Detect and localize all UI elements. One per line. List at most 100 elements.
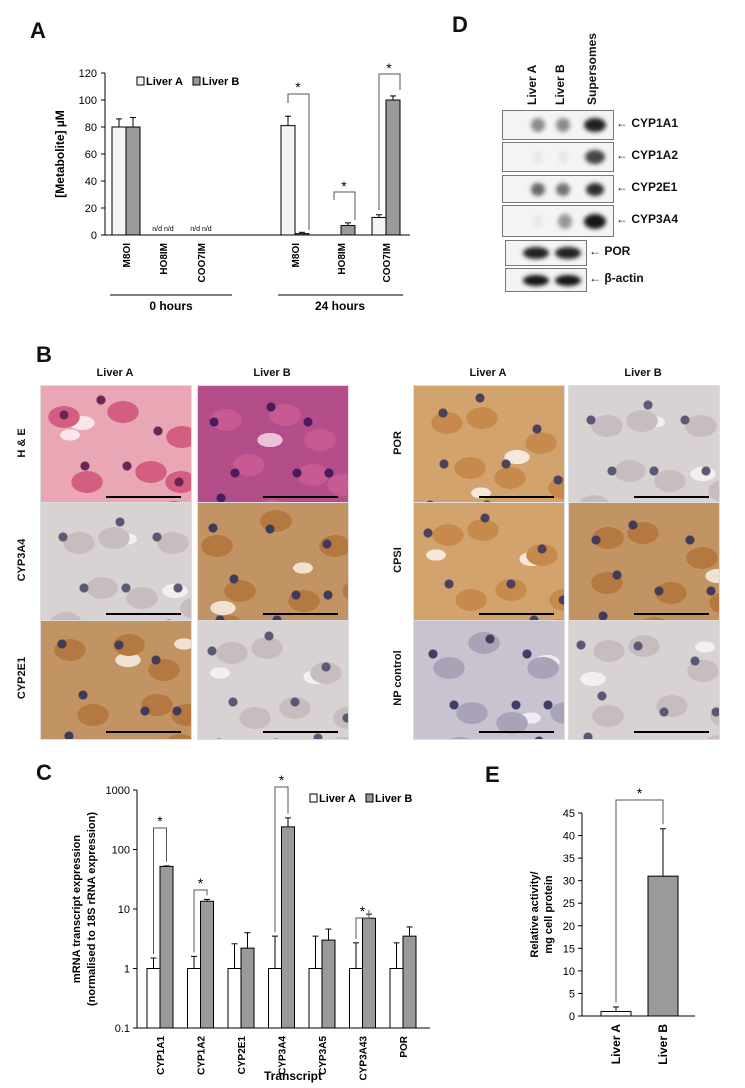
category-label: COO7IM	[197, 243, 208, 282]
group-label-0h: 0 hours	[149, 299, 193, 313]
panel-label-e: E	[485, 762, 500, 787]
category-label: CYP1A2	[197, 1036, 208, 1075]
blot-label: ← POR	[589, 244, 631, 258]
error-bar	[244, 932, 251, 949]
y-tick-label: 0	[569, 1011, 575, 1023]
scale-bar	[106, 731, 181, 733]
blot-band	[556, 182, 570, 196]
panel-label-b: B	[36, 342, 52, 367]
error-bar	[285, 115, 291, 126]
significance-star: *	[279, 772, 285, 788]
error-bar	[312, 935, 319, 969]
legend-label-liver-a: Liver A	[146, 76, 183, 88]
category-label: Liver B	[656, 1024, 670, 1065]
scale-bar	[106, 613, 181, 615]
scale-bar	[479, 731, 554, 733]
y-tick-label: 0	[91, 230, 97, 242]
y-tick-label: 0.1	[115, 1023, 130, 1035]
error-bar	[285, 817, 291, 827]
error-bar	[376, 214, 382, 218]
blot-band	[523, 274, 549, 286]
error-bar	[150, 957, 157, 969]
bar-liver-b	[362, 917, 376, 1029]
western-blot-3	[502, 205, 614, 237]
y-axis-label: [Metabolite] µM	[53, 110, 67, 198]
panel-e-chart: 0 5 10 15 20 25 30 35 40 45 Relative activity/mg c…	[529, 785, 695, 1065]
y-tick-label: 25	[563, 898, 575, 910]
significance-bracket	[274, 786, 289, 933]
histology-image	[413, 385, 565, 505]
category-label: COO7IM	[382, 243, 393, 282]
histology-row-label: CPSI	[392, 547, 404, 573]
bar-liver-b	[402, 935, 417, 1029]
blot-band	[556, 118, 570, 132]
bar-liver-a	[308, 968, 323, 1029]
category-label: M8OI	[291, 243, 302, 268]
lane-label: Supersomes	[585, 32, 599, 105]
histology-image	[568, 385, 720, 505]
histology-image	[197, 620, 349, 740]
y-tick-label: 35	[563, 853, 575, 865]
significance-star: *	[386, 60, 392, 76]
significance-bracket	[153, 827, 167, 955]
significance-bracket	[333, 191, 356, 220]
nd-label: n/d n/d	[152, 226, 174, 233]
blot-label: ← CYP3A4	[616, 212, 679, 226]
histology-row-label: CYP3A4	[16, 538, 28, 582]
bar-liver-a	[146, 968, 161, 1029]
significance-star: *	[295, 79, 301, 95]
lane-label: Liver A	[525, 64, 539, 105]
bar	[600, 1010, 632, 1017]
y-tick-label: 45	[563, 808, 575, 820]
histology-row-label: POR	[392, 431, 404, 455]
significance-bracket	[193, 889, 208, 953]
significance-star: *	[341, 178, 347, 194]
bar-liver-a	[389, 968, 404, 1029]
bar-liver-b	[125, 126, 141, 236]
error-bar	[116, 118, 122, 127]
histology-image	[40, 502, 192, 622]
y-tick-label: 100	[79, 95, 97, 107]
scale-bar	[634, 496, 709, 498]
panel-d-western-blot: Liver A Liver B Supersomes ← CYP1A1 ← CYP1A2…	[490, 0, 745, 300]
histology-image	[197, 502, 349, 622]
western-blot-1	[502, 142, 614, 172]
y-tick-label: 40	[563, 831, 575, 843]
blot-label: ← CYP2E1	[616, 180, 678, 194]
panel-label-c: C	[36, 760, 52, 785]
histology-image	[568, 502, 720, 622]
y-tick-label: 80	[85, 122, 97, 134]
blot-band	[558, 150, 568, 164]
nd-label: n/d n/d	[190, 226, 212, 233]
panel-c-chart: 1000 100 10 1 0.1 mRNA transcript expression(…	[71, 772, 430, 1083]
error-bar	[345, 222, 351, 226]
scale-bar	[479, 613, 554, 615]
blot-band	[555, 247, 581, 259]
category-label: CYP1A1	[156, 1036, 167, 1075]
y-tick-label: 10	[118, 904, 130, 916]
error-bar	[393, 942, 400, 969]
y-tick-label: 60	[85, 149, 97, 161]
blot-band	[584, 118, 606, 132]
significance-bracket	[378, 73, 401, 210]
blot-label: ← CYP1A2	[616, 148, 679, 162]
western-blot-5	[505, 268, 587, 292]
blot-label: ← β-actin	[589, 271, 644, 285]
bar-liver-b	[294, 233, 310, 236]
legend-swatch-liver-b	[365, 793, 374, 803]
category-label: POR	[399, 1035, 410, 1057]
y-tick-label: 100	[112, 845, 130, 857]
blot-band	[533, 213, 543, 229]
histology-image	[413, 502, 565, 622]
histology-row-label: H & E	[16, 428, 28, 458]
panel-a-chart: 0 20 40 60 80 100 120 [Metabolite] µM M8OI n/d n/…	[53, 60, 410, 313]
category-label: HO8IM	[159, 243, 170, 275]
bar-liver-b	[281, 826, 295, 1029]
error-bar	[130, 117, 136, 127]
histology-image	[197, 385, 349, 505]
y-tick-label: 1000	[106, 785, 130, 797]
legend-label-liver-a: Liver A	[319, 793, 356, 805]
y-axis-label-line1: Relative activity/	[529, 871, 541, 957]
bar-liver-a	[187, 968, 201, 1029]
y-tick-label: 120	[79, 68, 97, 80]
